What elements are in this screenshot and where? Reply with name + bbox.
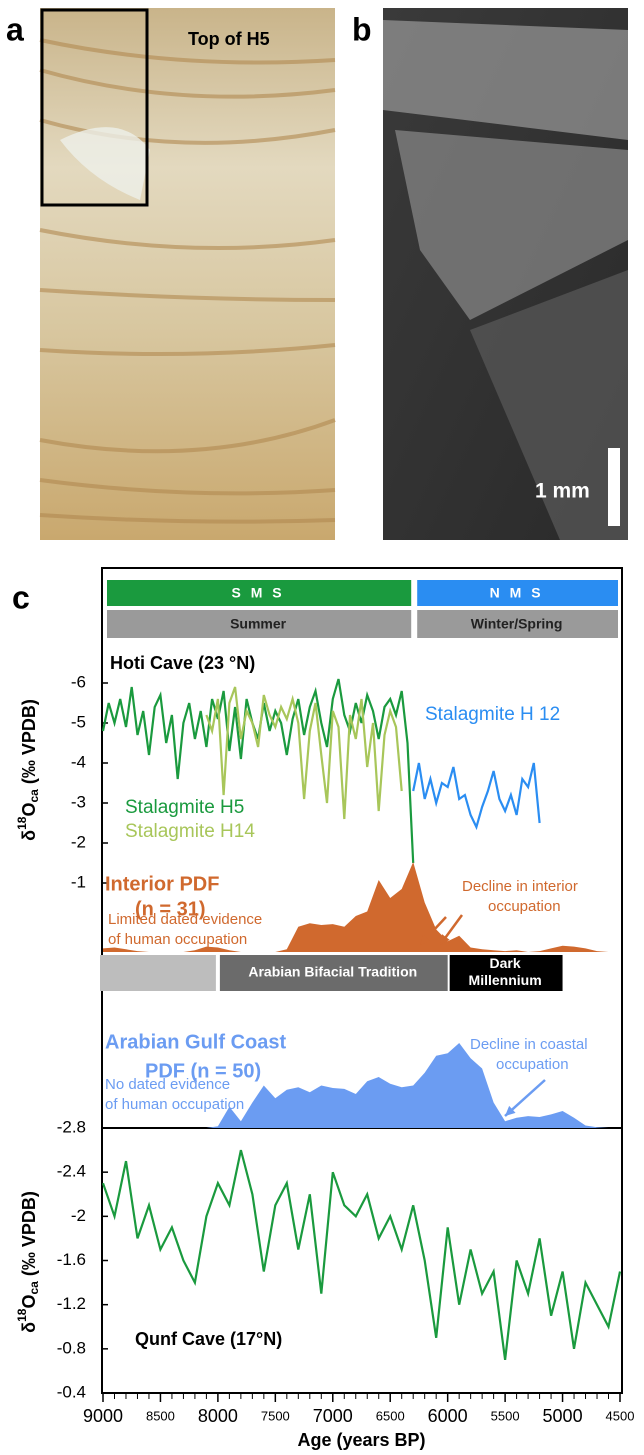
- band-label: N M S: [490, 585, 544, 601]
- y-tick-label: -1.6: [57, 1250, 86, 1269]
- panel-label: c: [12, 579, 30, 615]
- x-tick-label: 9000: [83, 1406, 123, 1426]
- y-tick-label: -6: [71, 672, 86, 691]
- pdf-title: Arabian Gulf Coast: [105, 1031, 286, 1053]
- photo-b: [383, 8, 628, 540]
- x-tick-label: 8500: [146, 1408, 175, 1423]
- series-label: Stalagmite H5: [125, 797, 244, 818]
- annotation: Decline in interior: [462, 878, 578, 895]
- pdf-title: Interior PDF: [105, 873, 219, 895]
- y-tick-label: -2.8: [57, 1117, 86, 1136]
- y-tick-label: -2: [71, 1206, 86, 1225]
- annotation: No dated evidence: [105, 1076, 230, 1093]
- annotation: Limited dated evidence: [108, 911, 262, 928]
- scale-bar-label: 1 mm: [535, 480, 590, 503]
- y-axis-label-part: (‰ VPDB): [19, 1191, 39, 1281]
- y-axis-label-part: ca: [27, 1281, 41, 1295]
- figure: a b c Top of H5 1 mm S M S N M S Summer Win…: [0, 0, 644, 1455]
- y-axis-label-part: (‰ VPDB): [19, 699, 39, 789]
- annotation: of human occupation: [105, 1096, 244, 1113]
- y-tick-label: -2: [71, 832, 86, 851]
- band-label: S M S: [232, 585, 285, 601]
- y-tick-label: -0.8: [57, 1338, 86, 1357]
- y-tick-label: -1: [71, 872, 86, 891]
- annotation: occupation: [488, 898, 561, 915]
- y-tick-label: -0.4: [57, 1382, 86, 1401]
- period: [100, 955, 216, 991]
- y-tick-label: -3: [71, 792, 86, 811]
- y-tick-label: -1.2: [57, 1294, 86, 1313]
- y-axis-label-part: O: [19, 1295, 39, 1309]
- photo-a: [40, 8, 335, 540]
- period-label: Dark: [490, 955, 521, 971]
- chart-title: Qunf Cave (17°N): [135, 1329, 282, 1349]
- x-tick-label: 6000: [428, 1406, 468, 1426]
- y-axis-label-part: δ: [19, 830, 39, 841]
- y-axis-label: δ18Oca (‰ VPDB): [15, 1191, 41, 1333]
- period-label: Millennium: [469, 972, 542, 988]
- annotation: Decline in coastal: [470, 1036, 588, 1053]
- band-label: Winter/Spring: [471, 616, 563, 632]
- x-tick-label: 5500: [491, 1408, 520, 1423]
- y-axis-label-part: 18: [15, 816, 29, 830]
- y-axis-label-part: 18: [15, 1308, 29, 1322]
- y-axis-label-part: δ: [19, 1322, 39, 1333]
- y-axis-label: δ18Oca (‰ VPDB): [15, 699, 41, 841]
- x-tick-label: 7500: [261, 1408, 290, 1423]
- photo-annotation: Top of H5: [188, 29, 270, 49]
- x-tick-label: 6500: [376, 1408, 405, 1423]
- annotation: of human occupation: [108, 931, 247, 948]
- band-label: Summer: [230, 616, 287, 632]
- x-tick-label: 7000: [313, 1406, 353, 1426]
- y-tick-label: -4: [71, 752, 86, 771]
- y-axis-label-part: ca: [27, 789, 41, 803]
- y-tick-label: -2.4: [57, 1162, 86, 1181]
- x-tick-label: 5000: [543, 1406, 583, 1426]
- x-tick-label: 8000: [198, 1406, 238, 1426]
- panel-label: a: [6, 11, 24, 47]
- x-tick-label: 4500: [606, 1408, 635, 1423]
- y-tick-label: -5: [71, 712, 86, 731]
- series-label: Stalagmite H 12: [425, 704, 560, 725]
- y-axis-label-part: O: [19, 803, 39, 817]
- series-label: Stalagmite H14: [125, 821, 255, 842]
- chart-title: Hoti Cave (23 °N): [110, 653, 255, 673]
- x-axis-label: Age (years BP): [297, 1430, 425, 1450]
- panel-label: b: [352, 11, 372, 47]
- annotation: occupation: [496, 1056, 569, 1073]
- period-label: Arabian Bifacial Tradition: [248, 964, 417, 980]
- data-line: [413, 763, 539, 827]
